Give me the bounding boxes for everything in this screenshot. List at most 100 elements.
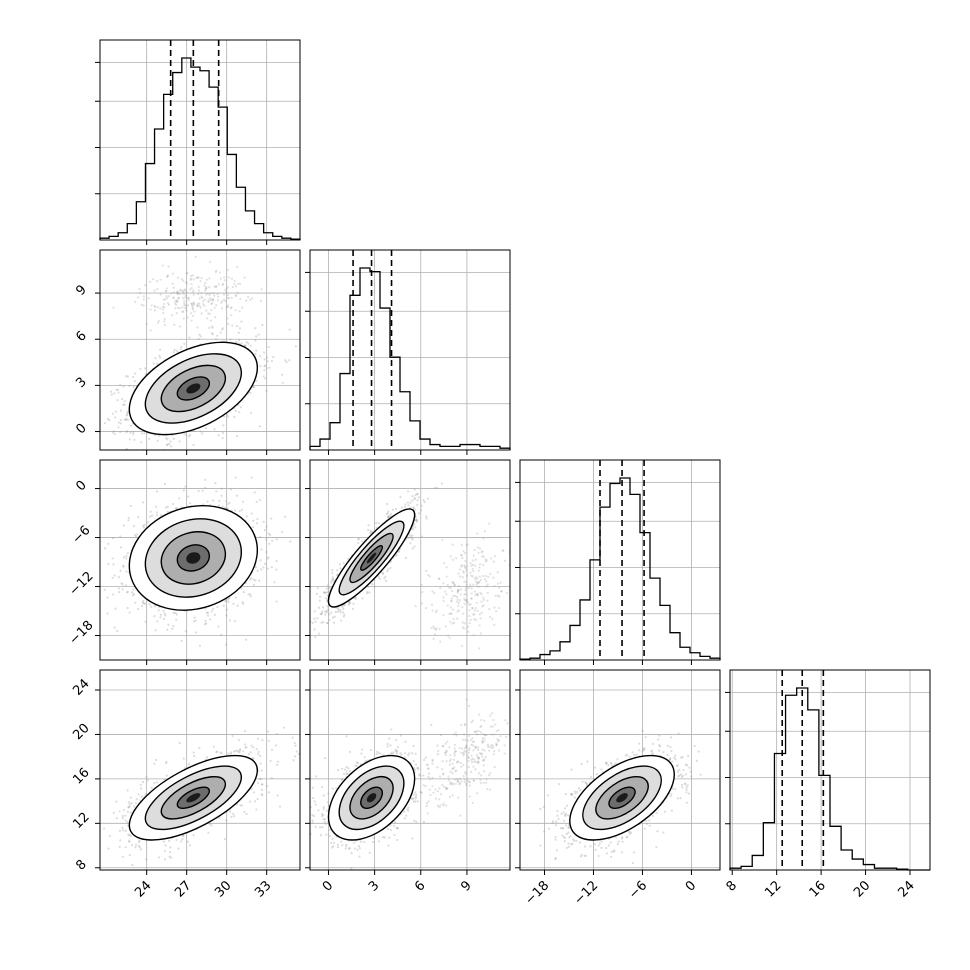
sample-point bbox=[164, 506, 168, 509]
sample-point bbox=[167, 303, 171, 306]
panel-frame bbox=[519, 459, 721, 661]
sample-point bbox=[126, 606, 129, 610]
sample-point bbox=[389, 566, 392, 569]
sample-point bbox=[371, 582, 374, 586]
sample-point bbox=[220, 301, 223, 304]
sample-point bbox=[384, 575, 387, 578]
sample-point bbox=[153, 309, 157, 312]
sample-point bbox=[240, 587, 243, 590]
sample-point bbox=[289, 540, 292, 543]
sample-point bbox=[415, 518, 418, 521]
panel-frame bbox=[99, 459, 301, 661]
sample-point bbox=[262, 566, 265, 569]
sample-point bbox=[142, 298, 145, 301]
sample-point bbox=[179, 288, 182, 291]
sample-point bbox=[206, 500, 209, 503]
sample-point bbox=[214, 316, 217, 319]
sample-point bbox=[95, 613, 97, 615]
sample-point bbox=[260, 548, 263, 551]
sample-point bbox=[320, 612, 323, 616]
sample-point bbox=[414, 493, 417, 497]
sample-point bbox=[203, 304, 206, 307]
sample-point bbox=[343, 603, 346, 607]
sample-point bbox=[411, 538, 414, 541]
sample-point bbox=[178, 440, 181, 443]
sample-point bbox=[342, 615, 345, 618]
sample-point bbox=[373, 585, 376, 588]
sample-point bbox=[220, 307, 223, 310]
sample-point bbox=[385, 579, 388, 583]
sample-point bbox=[226, 503, 229, 506]
sample-point bbox=[205, 622, 208, 625]
sample-point bbox=[262, 375, 265, 378]
sample-point bbox=[131, 594, 135, 597]
sample-point bbox=[259, 536, 262, 539]
sample-point bbox=[259, 365, 262, 368]
sample-point bbox=[126, 590, 129, 594]
sample-point bbox=[330, 611, 333, 614]
sample-point bbox=[130, 591, 134, 594]
sample-point bbox=[414, 519, 417, 522]
sample-point bbox=[165, 289, 168, 293]
histogram-steps bbox=[729, 687, 930, 871]
sample-point bbox=[222, 424, 225, 427]
sample-point bbox=[214, 482, 217, 485]
sample-point bbox=[247, 593, 250, 596]
sample-point bbox=[409, 542, 412, 545]
sample-point bbox=[406, 490, 410, 493]
sample-point bbox=[326, 622, 329, 625]
sample-point bbox=[133, 380, 136, 383]
sample-point bbox=[164, 290, 167, 293]
sample-point bbox=[192, 293, 195, 296]
sample-point bbox=[148, 603, 151, 606]
sample-point bbox=[129, 504, 132, 507]
sample-point bbox=[339, 611, 342, 614]
sample-point bbox=[330, 579, 333, 582]
sample-point bbox=[369, 529, 372, 532]
sample-point bbox=[197, 292, 200, 296]
sample-point bbox=[211, 326, 214, 329]
sample-point bbox=[159, 616, 162, 619]
sample-point bbox=[178, 325, 181, 328]
sample-point bbox=[201, 489, 204, 492]
sample-point bbox=[106, 596, 109, 599]
sample-point bbox=[339, 609, 342, 612]
sample-point bbox=[142, 524, 145, 528]
sample-point bbox=[156, 321, 160, 324]
sample-point bbox=[208, 312, 211, 315]
sample-point bbox=[262, 351, 266, 354]
sample-point bbox=[92, 415, 94, 417]
sample-point bbox=[127, 458, 129, 460]
sample-point bbox=[304, 620, 306, 622]
sample-point bbox=[415, 492, 419, 495]
sample-point bbox=[331, 578, 335, 581]
sample-point bbox=[187, 297, 190, 300]
sample-point bbox=[266, 567, 269, 570]
sample-point bbox=[385, 512, 388, 515]
sample-point bbox=[217, 625, 220, 628]
sample-point bbox=[213, 428, 216, 431]
sample-point bbox=[149, 515, 152, 518]
sample-point bbox=[163, 320, 166, 323]
sample-point bbox=[331, 568, 334, 572]
sample-point bbox=[142, 526, 146, 529]
sample-point bbox=[266, 360, 269, 363]
sample-point bbox=[197, 289, 201, 292]
sample-point bbox=[192, 303, 196, 306]
sample-point bbox=[417, 496, 420, 499]
sample-point bbox=[249, 593, 252, 596]
sample-point bbox=[188, 502, 192, 505]
sample-point bbox=[151, 278, 155, 281]
sample-point bbox=[211, 298, 215, 301]
sample-point bbox=[149, 308, 152, 311]
sample-point bbox=[237, 282, 240, 285]
sample-point bbox=[159, 293, 162, 296]
sample-point bbox=[325, 591, 328, 594]
sample-point bbox=[200, 292, 203, 295]
sample-point bbox=[265, 525, 268, 528]
sample-point bbox=[124, 584, 128, 587]
sample-point bbox=[206, 611, 210, 614]
sample-point bbox=[197, 285, 200, 288]
sample-point bbox=[263, 369, 266, 372]
sample-point bbox=[263, 562, 267, 566]
